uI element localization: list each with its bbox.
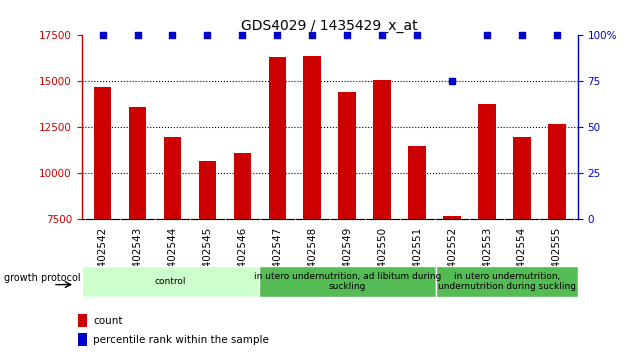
Text: count: count: [93, 316, 122, 326]
Point: [552, 33, 562, 38]
Point: [168, 33, 178, 38]
Bar: [198, 161, 216, 354]
Bar: [82, 266, 259, 297]
Text: GSM402551: GSM402551: [412, 227, 422, 290]
Bar: [78, 333, 87, 346]
Text: GSM402555: GSM402555: [552, 227, 562, 290]
Point: [273, 33, 283, 38]
Bar: [303, 56, 321, 354]
Text: GSM402549: GSM402549: [342, 227, 352, 290]
Point: [482, 33, 492, 38]
Text: GSM402543: GSM402543: [133, 227, 143, 290]
Text: GSM402548: GSM402548: [307, 227, 317, 290]
Bar: [259, 266, 436, 297]
Bar: [408, 146, 426, 354]
Text: GSM402546: GSM402546: [237, 227, 247, 290]
Bar: [129, 107, 146, 354]
Point: [412, 33, 422, 38]
Point: [133, 33, 143, 38]
Point: [377, 33, 387, 38]
Point: [342, 33, 352, 38]
Bar: [269, 57, 286, 354]
Bar: [513, 137, 531, 354]
Bar: [338, 92, 356, 354]
Text: in utero undernutrition, ad libitum during
suckling: in utero undernutrition, ad libitum duri…: [254, 272, 441, 291]
Text: growth protocol: growth protocol: [4, 273, 81, 283]
Text: GSM402542: GSM402542: [97, 227, 107, 290]
Bar: [94, 87, 111, 354]
Bar: [234, 153, 251, 354]
Point: [202, 33, 212, 38]
Text: GSM402547: GSM402547: [273, 227, 283, 290]
Point: [97, 33, 107, 38]
Text: GSM402545: GSM402545: [202, 227, 212, 290]
Text: GSM402553: GSM402553: [482, 227, 492, 290]
Text: control: control: [154, 277, 186, 286]
Text: GSM402544: GSM402544: [168, 227, 178, 290]
Bar: [548, 124, 566, 354]
Bar: [164, 137, 181, 354]
Text: GSM402554: GSM402554: [517, 227, 527, 290]
Text: GSM402550: GSM402550: [377, 227, 387, 290]
Bar: [436, 266, 578, 297]
Text: percentile rank within the sample: percentile rank within the sample: [93, 335, 269, 345]
Text: GSM402552: GSM402552: [447, 227, 457, 290]
Point: [517, 33, 527, 38]
Bar: [443, 216, 461, 354]
Point: [447, 79, 457, 84]
Bar: [374, 80, 391, 354]
Bar: [478, 103, 495, 354]
Bar: [78, 314, 87, 327]
Point: [307, 33, 317, 38]
Title: GDS4029 / 1435429_x_at: GDS4029 / 1435429_x_at: [241, 19, 418, 33]
Text: in utero undernutrition,
undernutrition during suckling: in utero undernutrition, undernutrition …: [438, 272, 576, 291]
Point: [237, 33, 247, 38]
